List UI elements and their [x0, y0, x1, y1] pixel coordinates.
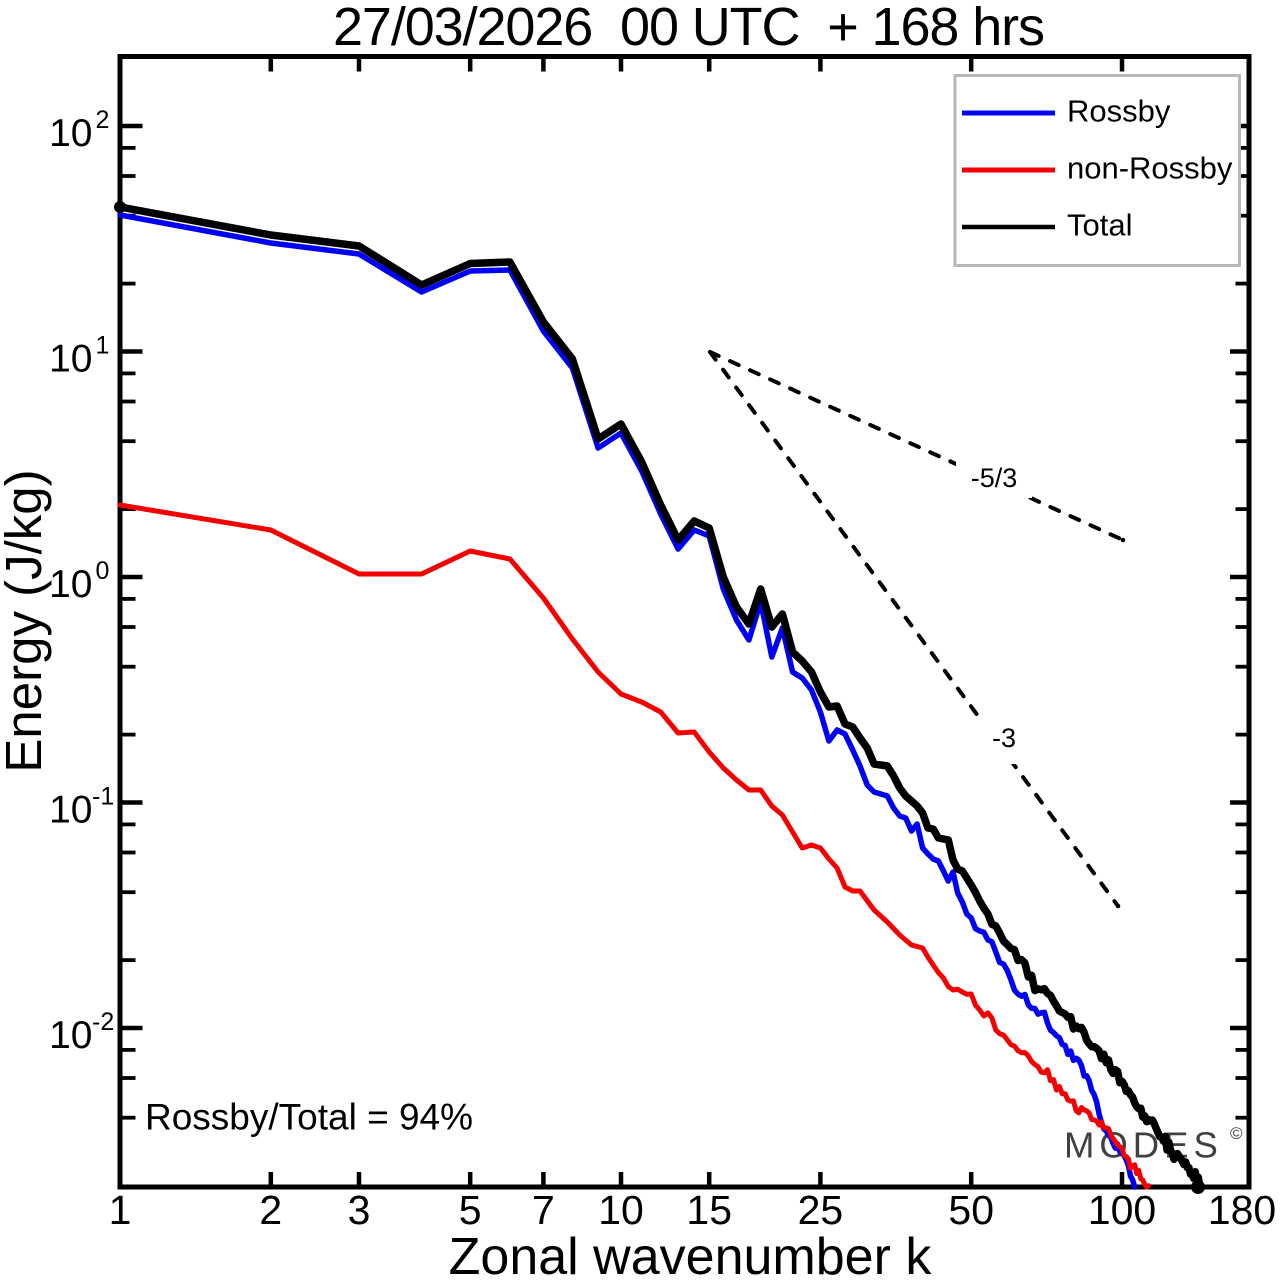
svg-text:10: 10	[49, 788, 92, 831]
svg-text:0: 0	[96, 557, 110, 585]
svg-text:Total: Total	[1067, 208, 1132, 243]
svg-text:©: ©	[1230, 1124, 1243, 1143]
svg-text:Rossby/Total = 94%: Rossby/Total = 94%	[145, 1097, 473, 1138]
svg-text:27/03/2026 00 UTC + 168 hrs: 27/03/2026 00 UTC + 168 hrs	[333, 0, 1045, 57]
svg-text:-1: -1	[92, 782, 114, 810]
svg-text:5: 5	[459, 1187, 482, 1233]
svg-text:MODES: MODES	[1064, 1125, 1223, 1166]
svg-text:3: 3	[348, 1187, 371, 1233]
svg-text:Energy (J/kg): Energy (J/kg)	[0, 469, 52, 772]
svg-text:-3: -3	[992, 723, 1016, 753]
svg-text:10: 10	[49, 1014, 92, 1057]
svg-text:1: 1	[109, 1187, 132, 1233]
svg-text:2: 2	[259, 1187, 282, 1233]
svg-text:50: 50	[948, 1187, 994, 1233]
svg-text:non-Rossby: non-Rossby	[1067, 151, 1233, 186]
svg-text:10: 10	[49, 112, 92, 155]
svg-text:Rossby: Rossby	[1067, 93, 1171, 128]
svg-text:10: 10	[49, 337, 92, 380]
svg-text:15: 15	[686, 1187, 732, 1233]
svg-text:10: 10	[49, 563, 92, 606]
svg-text:180: 180	[1208, 1187, 1276, 1233]
svg-text:100: 100	[1088, 1187, 1156, 1233]
svg-text:1: 1	[96, 331, 110, 359]
svg-text:10: 10	[598, 1187, 644, 1233]
svg-text:7: 7	[532, 1187, 555, 1233]
svg-text:Zonal wavenumber k: Zonal wavenumber k	[449, 1228, 933, 1281]
svg-text:-5/3: -5/3	[971, 463, 1018, 493]
svg-text:-2: -2	[92, 1008, 114, 1036]
svg-text:2: 2	[96, 106, 110, 134]
svg-text:25: 25	[798, 1187, 844, 1233]
